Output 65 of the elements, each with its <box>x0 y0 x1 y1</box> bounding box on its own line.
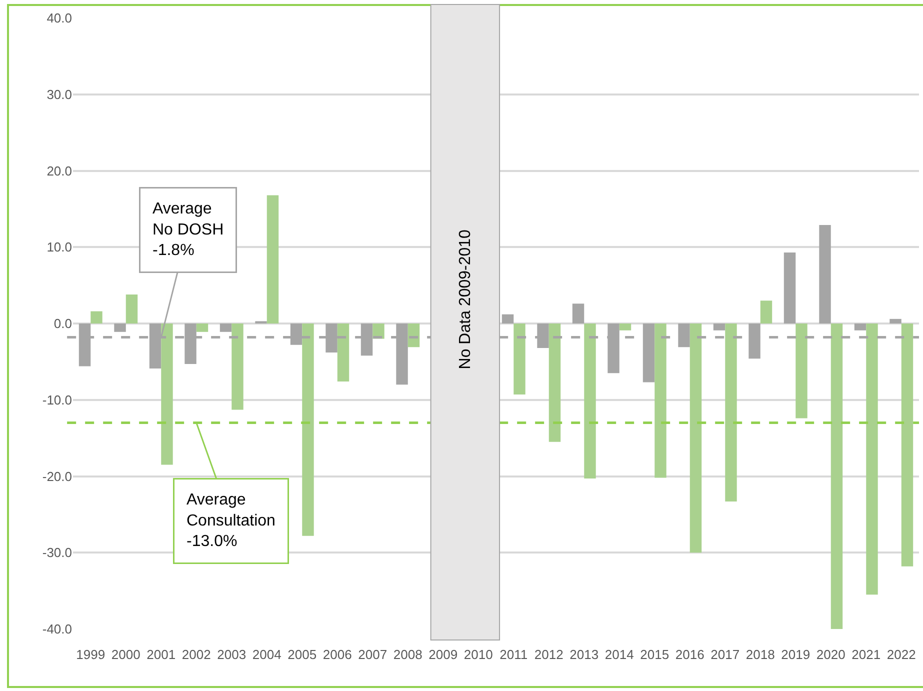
x-tick-label: 2016 <box>675 647 704 662</box>
y-tick-label: 0.0 <box>54 316 72 332</box>
bar <box>830 324 843 629</box>
x-tick-label: 2000 <box>111 647 140 662</box>
bar <box>901 324 914 566</box>
bar <box>854 324 866 330</box>
x-tick-label: 2012 <box>534 647 564 662</box>
annotation: Average No DOSH -1.8% <box>152 200 224 260</box>
bar <box>619 324 632 330</box>
x-tick-label: 2022 <box>886 647 916 662</box>
bar <box>713 324 726 330</box>
x-tick-label: 2002 <box>182 647 211 662</box>
x-tick-label: 2010 <box>464 647 493 662</box>
x-tick-label: 2006 <box>322 647 352 662</box>
y-tick-label: 10.0 <box>46 240 72 255</box>
y-tick-label: 40.0 <box>46 10 72 26</box>
x-tick-label: 1999 <box>76 647 106 662</box>
bar <box>126 294 138 324</box>
x-tick-label: 2008 <box>393 647 422 662</box>
bar <box>725 324 737 502</box>
bar <box>819 224 831 324</box>
bar <box>232 324 244 410</box>
bar <box>572 304 584 324</box>
x-tick-label: 2005 <box>288 647 317 662</box>
bar <box>690 324 702 553</box>
bar <box>760 300 772 324</box>
bar <box>220 324 232 332</box>
bar <box>502 314 514 324</box>
bar <box>866 324 878 595</box>
bar <box>337 324 350 382</box>
x-tick-label: 2018 <box>746 647 775 662</box>
x-tick-label: 2007 <box>358 647 388 662</box>
x-tick-label: 2017 <box>710 647 740 662</box>
x-tick-label: 2001 <box>146 647 176 662</box>
y-tick-label: -10.0 <box>42 392 72 408</box>
bar <box>784 252 796 324</box>
band-label: No Data 2009-2010 <box>457 229 474 370</box>
x-tick-label: 2020 <box>816 647 846 662</box>
x-tick-label: 2011 <box>500 647 528 662</box>
bar <box>161 324 173 465</box>
x-tick-label: 2003 <box>217 647 246 662</box>
y-tick-label: 20.0 <box>46 163 72 178</box>
x-tick-label: 2019 <box>781 647 810 662</box>
bar <box>266 195 279 324</box>
bar <box>796 324 808 418</box>
bar <box>890 318 902 324</box>
x-tick-label: 2009 <box>428 647 458 662</box>
bar <box>654 324 666 478</box>
bar <box>302 324 314 536</box>
y-tick-label: -30.0 <box>42 545 72 560</box>
x-tick-label: 2014 <box>604 647 634 662</box>
bar <box>90 311 102 324</box>
bar <box>114 324 126 332</box>
bar <box>196 324 208 332</box>
y-tick-label: 30.0 <box>46 86 72 102</box>
bar <box>514 324 526 395</box>
y-tick-label: -20.0 <box>42 468 72 484</box>
x-tick-label: 2015 <box>640 647 670 662</box>
bar <box>584 324 596 479</box>
x-tick-label: 2021 <box>852 647 881 662</box>
y-tick-label: -40.0 <box>42 622 72 637</box>
bar <box>548 324 561 442</box>
x-tick-label: 2013 <box>570 647 599 662</box>
x-tick-label: 2004 <box>252 647 282 662</box>
annotation: Average Consultation -13.0% <box>186 492 276 550</box>
